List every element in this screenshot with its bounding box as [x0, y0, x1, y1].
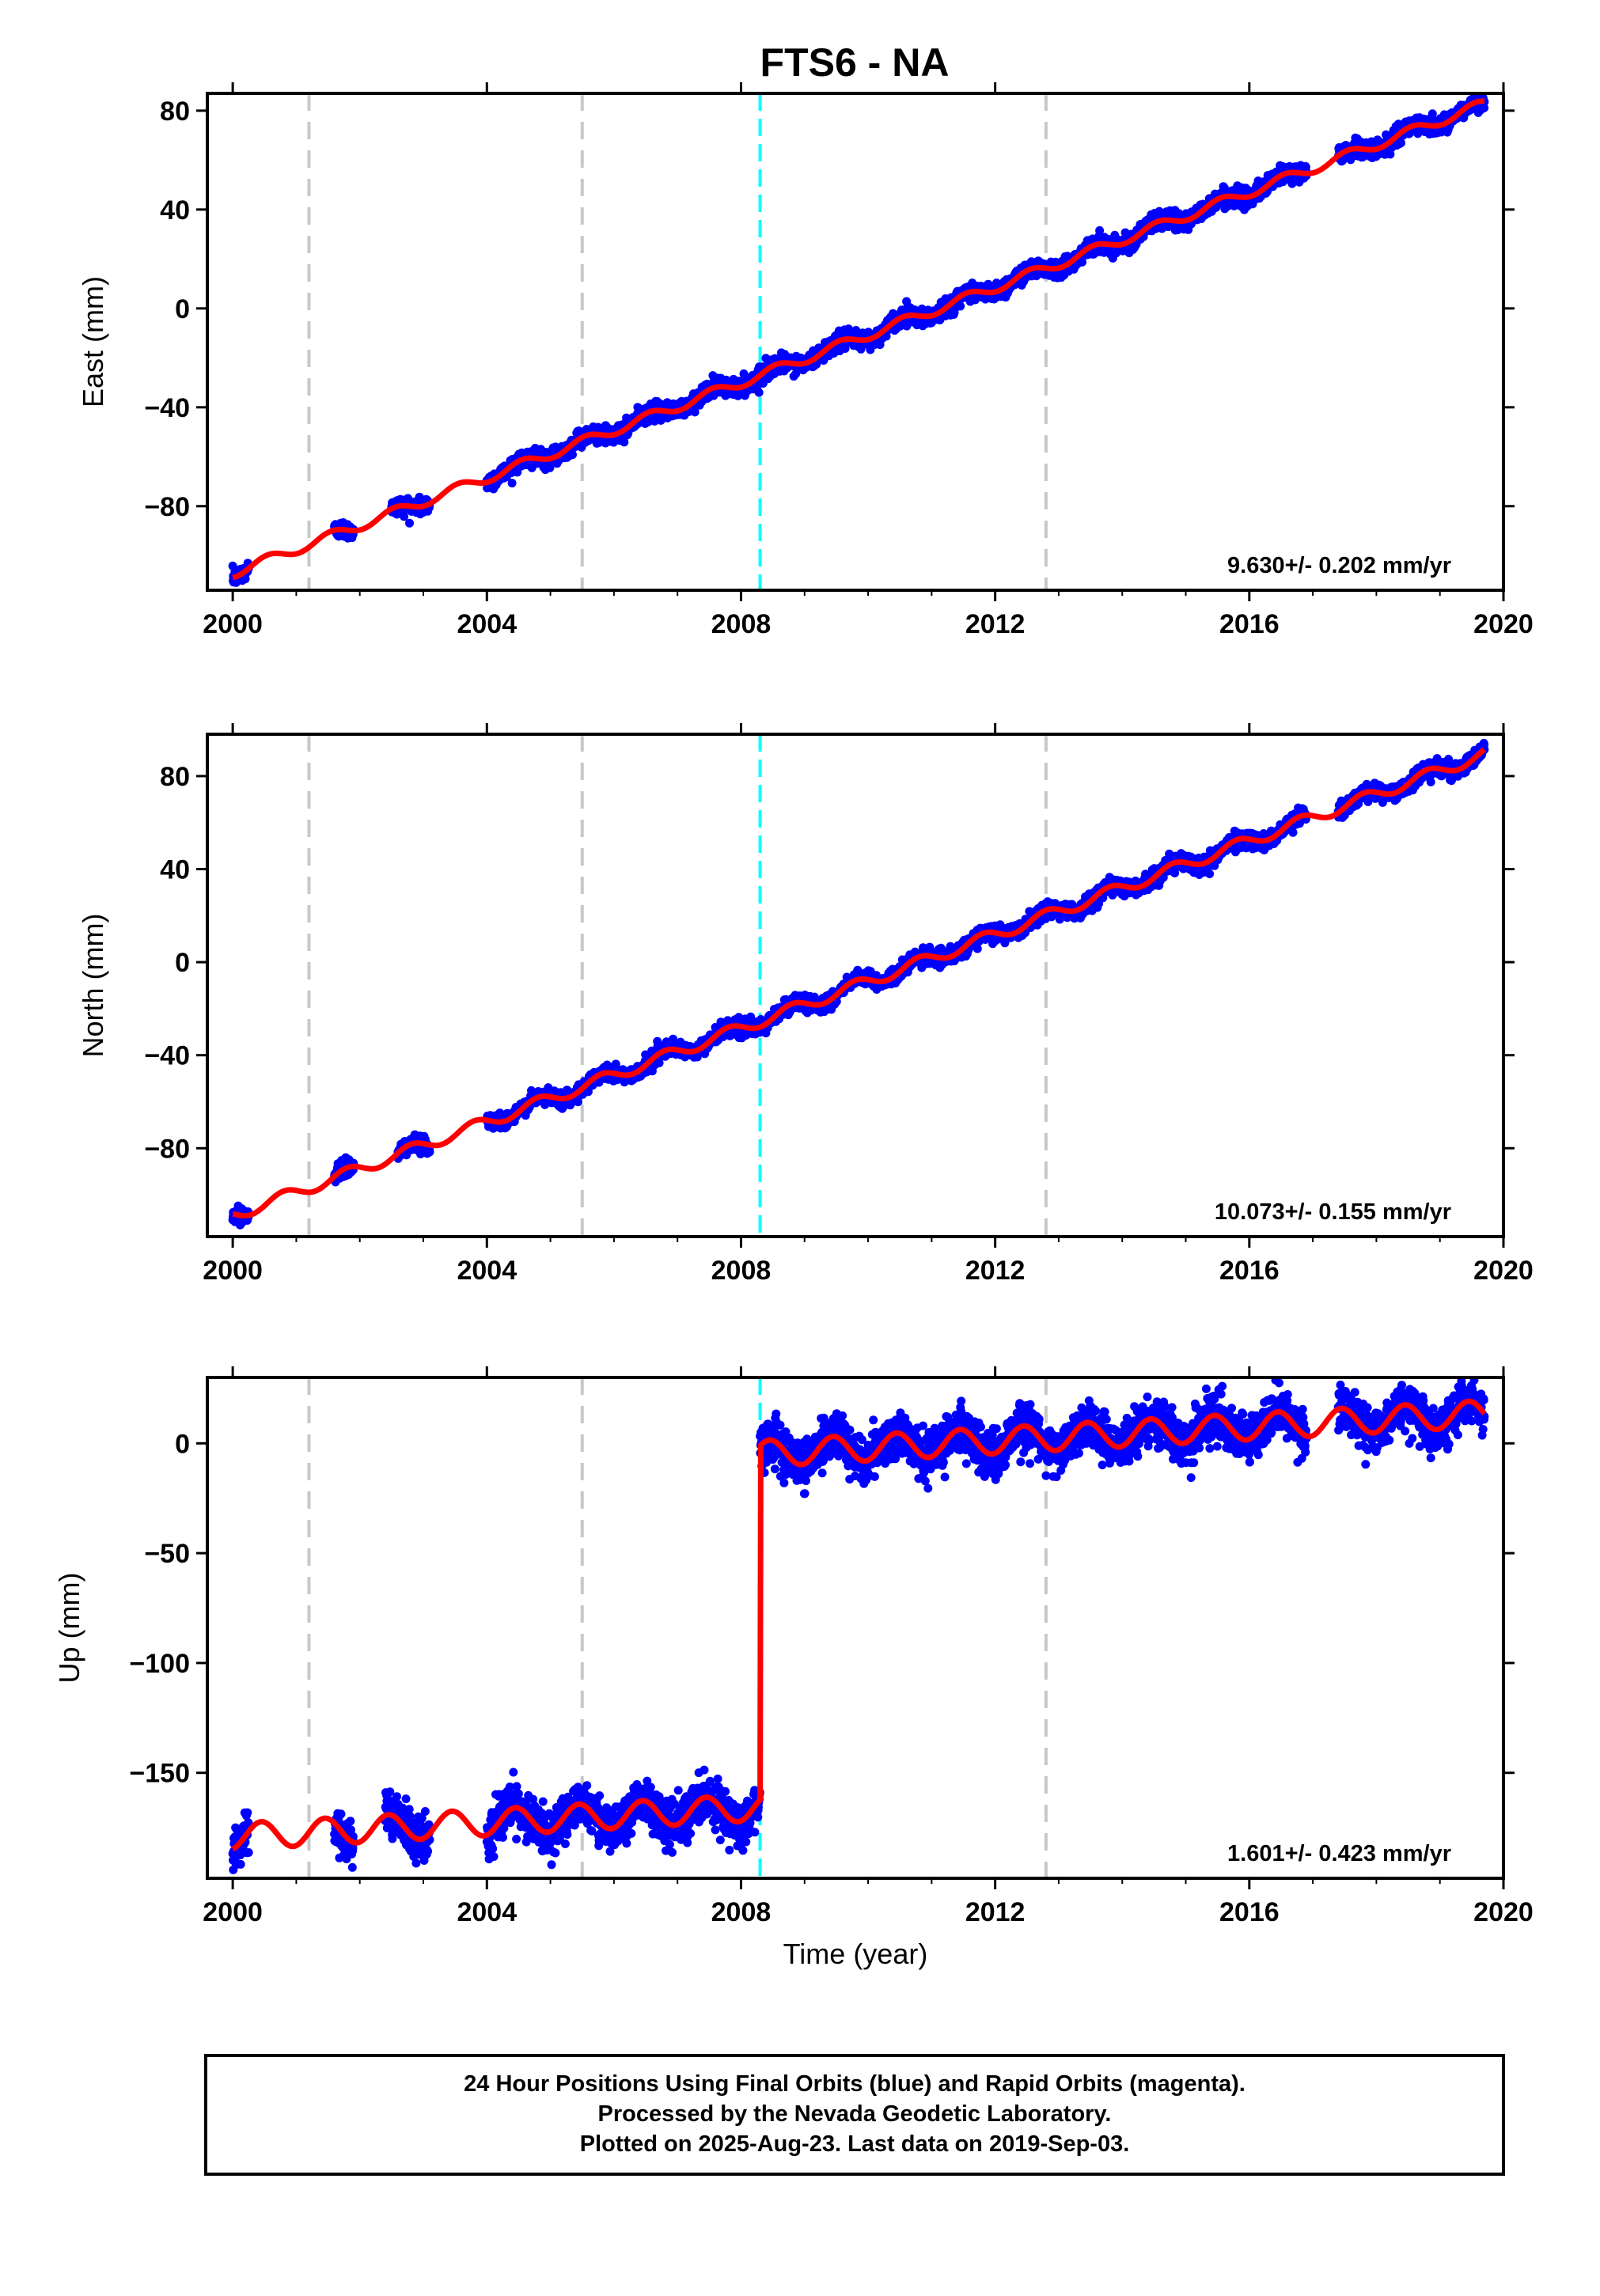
data-point	[754, 388, 764, 397]
data-point	[1397, 138, 1405, 148]
data-point	[425, 1147, 434, 1157]
x-tick-label: 2020	[1473, 609, 1534, 639]
y-tick-label: 40	[160, 195, 190, 225]
data-point	[507, 479, 517, 488]
data-point	[405, 518, 414, 528]
data-point	[620, 438, 629, 447]
x-tick-label: 2012	[965, 609, 1026, 639]
y-tick-label: 0	[175, 294, 190, 324]
rate-label: 9.630+/- 0.202 mm/yr	[1227, 553, 1451, 578]
x-tick-label: 2008	[711, 609, 772, 639]
figure-title: FTS6 - NA	[760, 40, 950, 85]
east-panel: 2000 2004 2008 2012 2016 2020 80 40 0 −40 −80 East …	[77, 82, 1534, 639]
north-panel: 2000 2004 2008 2012 2016 202080400−40−80North…	[77, 723, 1534, 1286]
x-tick-label: 2000	[203, 609, 263, 639]
data-point	[568, 450, 577, 460]
y-axis-label: East (mm)	[77, 276, 109, 407]
y-tick-label: −80	[144, 492, 190, 522]
data-point	[690, 407, 700, 417]
model-fit-line	[230, 98, 1487, 581]
data-point	[400, 512, 409, 521]
data-points	[228, 738, 1489, 1229]
x-tick-label: 2016	[1219, 609, 1280, 639]
y-tick-label: −40	[144, 393, 190, 423]
x-tick-label: 2004	[457, 609, 517, 639]
data-point	[956, 301, 965, 311]
y-tick-label: 80	[160, 97, 190, 127]
